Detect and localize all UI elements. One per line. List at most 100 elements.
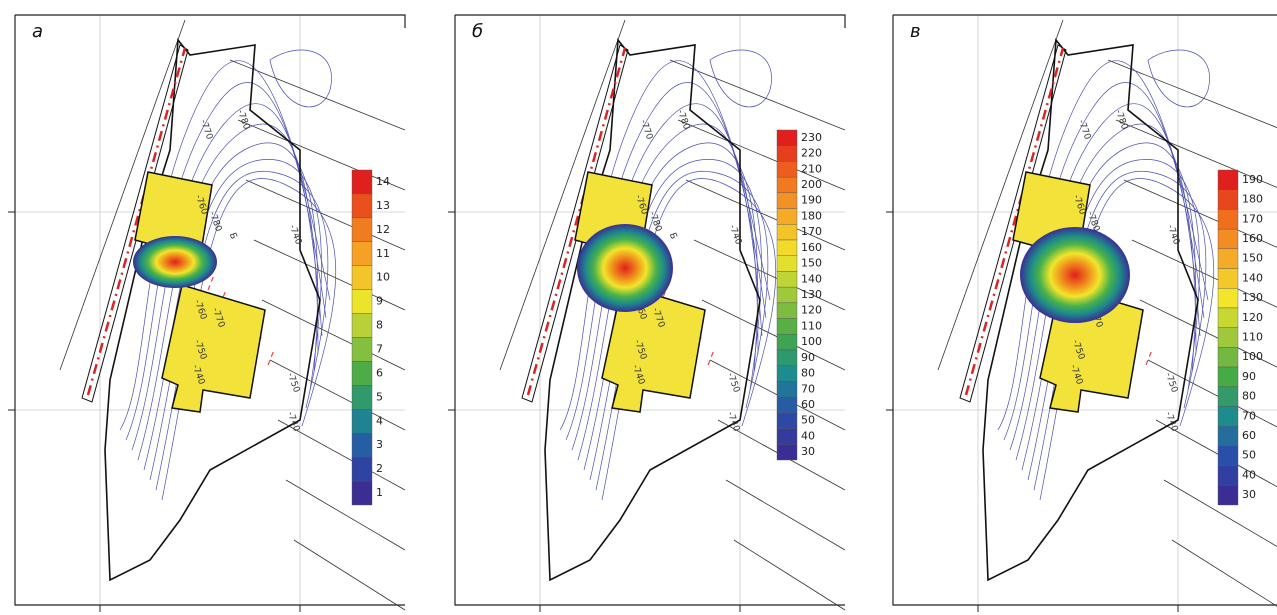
legend-swatch bbox=[777, 334, 797, 350]
legend-swatch bbox=[352, 361, 372, 385]
heat-zone bbox=[1020, 227, 1130, 323]
fault-line bbox=[246, 180, 405, 250]
legend-swatch bbox=[1218, 269, 1238, 289]
fault-line bbox=[294, 540, 405, 610]
legend-label: 100 bbox=[801, 335, 822, 348]
fault-line bbox=[1108, 60, 1277, 130]
legend-label: 30 bbox=[801, 445, 815, 458]
legend-swatch bbox=[777, 193, 797, 209]
legend-swatch bbox=[777, 177, 797, 193]
legend-label: 80 bbox=[1242, 390, 1256, 403]
legend-label: 60 bbox=[1242, 429, 1256, 442]
contour-label: Б bbox=[227, 231, 239, 240]
legend-swatch bbox=[1218, 466, 1238, 486]
legend-swatch bbox=[352, 457, 372, 481]
contour-label: -740 bbox=[1165, 223, 1181, 246]
legend-label: 14 bbox=[376, 175, 390, 188]
legend-label: 9 bbox=[376, 295, 383, 308]
legend-label: 90 bbox=[1242, 370, 1256, 383]
legend-swatch bbox=[352, 433, 372, 457]
legend-swatch bbox=[352, 218, 372, 242]
legend-label: 80 bbox=[801, 367, 815, 380]
legend-label: 60 bbox=[801, 398, 815, 411]
contour bbox=[710, 50, 772, 107]
legend-swatch bbox=[777, 209, 797, 225]
contour-label: -780 bbox=[675, 108, 691, 131]
legend-swatch bbox=[352, 481, 372, 505]
contour-label: -770 bbox=[1076, 118, 1092, 141]
fault-line bbox=[670, 60, 845, 130]
contour bbox=[1148, 50, 1210, 107]
legend-label: 8 bbox=[376, 319, 383, 332]
legend-swatch bbox=[1218, 288, 1238, 308]
legend-swatch bbox=[1218, 190, 1238, 210]
legend-label: 2 bbox=[376, 462, 383, 475]
legend-swatch bbox=[1218, 209, 1238, 229]
heat-zone bbox=[133, 236, 217, 288]
legend-label: 70 bbox=[801, 382, 815, 395]
legend-label: 180 bbox=[1242, 193, 1263, 206]
legend-label: 4 bbox=[376, 414, 383, 427]
fault-line bbox=[734, 540, 845, 610]
legend-label: 120 bbox=[1242, 311, 1263, 324]
legend-swatch bbox=[777, 319, 797, 335]
legend-swatch bbox=[777, 224, 797, 240]
fault-line bbox=[702, 300, 845, 370]
legend-label: 230 bbox=[801, 131, 822, 144]
legend-label: 7 bbox=[376, 342, 383, 355]
legend-label: 70 bbox=[1242, 409, 1256, 422]
panel-label: б bbox=[472, 21, 483, 42]
red-dash bbox=[1146, 350, 1152, 365]
legend-swatch bbox=[352, 194, 372, 218]
legend-label: 190 bbox=[801, 194, 822, 207]
legend-swatch bbox=[777, 303, 797, 319]
legend-swatch bbox=[777, 271, 797, 287]
legend-swatch bbox=[1218, 347, 1238, 367]
legend-swatch bbox=[1218, 426, 1238, 446]
legend-label: 140 bbox=[1242, 271, 1263, 284]
legend-label: 100 bbox=[1242, 350, 1263, 363]
map-panel: -770-780-760-780Б-740-760-770-750-740-75… bbox=[8, 15, 405, 612]
legend-swatch bbox=[1218, 249, 1238, 269]
legend-label: 3 bbox=[376, 438, 383, 451]
legend-swatch bbox=[352, 170, 372, 194]
legend-swatch bbox=[777, 350, 797, 366]
panel-label: в bbox=[910, 21, 921, 42]
legend-swatch bbox=[777, 366, 797, 382]
panel-label: а bbox=[32, 21, 43, 42]
contour-label: -740 bbox=[1163, 410, 1179, 433]
contour-label: -740 bbox=[285, 410, 301, 433]
legend-swatch bbox=[777, 444, 797, 460]
legend-swatch bbox=[1218, 308, 1238, 328]
legend-swatch bbox=[1218, 229, 1238, 249]
legend-swatch bbox=[1218, 446, 1238, 466]
legend-label: 40 bbox=[801, 429, 815, 442]
legend-swatch bbox=[352, 290, 372, 314]
legend-swatch bbox=[777, 397, 797, 413]
legend-label: 190 bbox=[1242, 173, 1263, 186]
legend-label: 220 bbox=[801, 147, 822, 160]
fault-line bbox=[694, 240, 845, 310]
legend-label: 5 bbox=[376, 390, 383, 403]
legend-label: 110 bbox=[801, 319, 822, 332]
contour bbox=[270, 50, 332, 107]
red-dash bbox=[708, 350, 714, 365]
contour-label: -770 bbox=[638, 118, 654, 141]
red-dash bbox=[268, 350, 274, 365]
legend-swatch bbox=[352, 338, 372, 362]
legend-swatch bbox=[1218, 367, 1238, 387]
legend-swatch bbox=[777, 256, 797, 272]
legend-swatch bbox=[1218, 406, 1238, 426]
legend-label: 1 bbox=[376, 486, 383, 499]
legend-swatch bbox=[777, 429, 797, 445]
legend-label: 12 bbox=[376, 223, 390, 236]
legend-label: 90 bbox=[801, 351, 815, 364]
contour bbox=[138, 124, 318, 460]
legend-label: 160 bbox=[801, 241, 822, 254]
legend-label: 130 bbox=[801, 288, 822, 301]
legend-label: 180 bbox=[801, 209, 822, 222]
legend-label: 50 bbox=[1242, 449, 1256, 462]
legend-label: 30 bbox=[1242, 488, 1256, 501]
heat-zone bbox=[577, 224, 673, 312]
fault-line bbox=[286, 480, 405, 550]
